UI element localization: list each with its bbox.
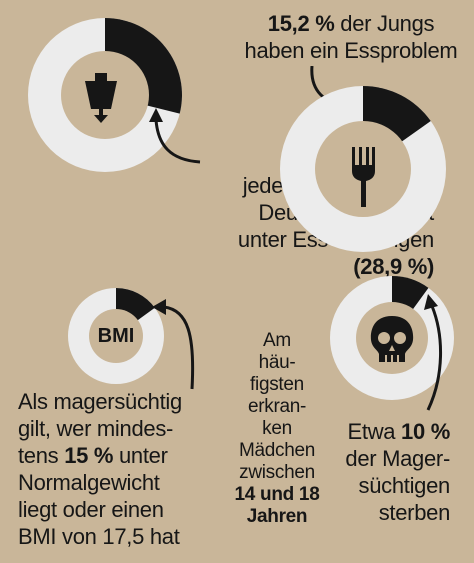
maedchen-value: (28,9 %) xyxy=(353,254,434,279)
magersucht-line2: gilt, wer mindes- xyxy=(18,416,174,441)
sterben-line1-pre: Etwa xyxy=(347,419,402,444)
sterben-line3: süchtigen xyxy=(358,473,451,498)
magersucht-line3-post: unter xyxy=(113,443,168,468)
magersucht-line5: liegt oder einen xyxy=(18,497,164,522)
sterben-line2: der Mager- xyxy=(345,446,450,471)
jungs-line2: haben ein Essproblem xyxy=(244,38,458,63)
middle-line-0: Am xyxy=(263,330,291,351)
jungs-value: 15,2 % xyxy=(267,11,335,36)
middle-line-1: häu- xyxy=(258,352,296,373)
arrow-maedchen xyxy=(149,108,201,164)
magersucht-value: 15 % xyxy=(64,443,114,468)
middle-bold2: Jahren xyxy=(246,506,308,527)
middle-line-6: zwischen xyxy=(239,462,315,483)
middle-line-2: figsten xyxy=(250,374,304,395)
middle-text: Am häu- figsten erkran- ken Mädchen zwis… xyxy=(222,330,332,528)
arrow-sterben xyxy=(424,294,443,411)
magersucht-line1: Als magersüchtig xyxy=(18,389,182,414)
scale-weight-icon xyxy=(85,73,117,123)
jungs-line1: der Jungs xyxy=(334,11,435,36)
magersucht-line6: BMI von 17,5 hat xyxy=(18,524,180,549)
middle-line-5: Mädchen xyxy=(238,440,316,461)
fork-icon xyxy=(352,147,375,207)
donut-sterben xyxy=(330,276,454,400)
bmi-label: BMI xyxy=(97,325,135,347)
middle-bold1: 14 und 18 xyxy=(234,484,320,505)
arrow-magersucht xyxy=(152,299,195,390)
magersucht-line3-pre: tens xyxy=(18,443,65,468)
magersucht-text: Als magersüchtig gilt, wer mindes- tens … xyxy=(18,388,218,550)
middle-line-3: erkran- xyxy=(247,396,307,417)
sterben-text: Etwa 10 % der Mager- süchtigen sterben xyxy=(300,418,450,526)
donut-magersucht xyxy=(68,288,164,384)
donut-jungs xyxy=(280,86,446,252)
donut-maedchen xyxy=(28,18,183,172)
middle-line-4: ken xyxy=(262,418,292,439)
sterben-value: 10 % xyxy=(401,419,450,444)
sterben-line4: sterben xyxy=(378,500,451,525)
magersucht-line4: Normalgewicht xyxy=(18,470,160,495)
jungs-text: 15,2 % der Jungs haben ein Essproblem xyxy=(228,10,474,64)
skull-icon xyxy=(370,316,414,362)
donut-hole xyxy=(89,309,143,363)
